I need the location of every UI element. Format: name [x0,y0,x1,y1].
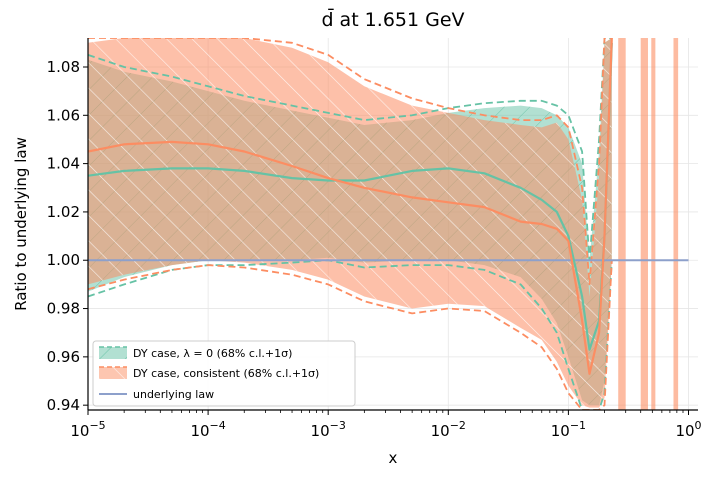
y-tick-label: 1.06 [47,106,80,124]
bands [88,38,679,410]
oscillation-band [640,38,648,410]
x-tick-label: 10−3 [311,419,346,440]
orange-lower-dashed [88,260,613,410]
orange-central-line [88,38,613,375]
x-tick-exponent: 0 [695,419,702,432]
green-central-line [88,42,613,351]
x-tick-label: 10−5 [70,419,105,440]
y-tick-label: 0.96 [47,348,80,366]
legend-label-orange: DY case, consistent (68% c.l.+1σ) [133,367,319,380]
legend-label-blue: underlying law [133,388,214,401]
x-tick-base: 10 [311,422,330,440]
x-tick-label: 10−1 [551,419,586,440]
x-tick-exponent: −1 [570,419,586,432]
x-tick-exponent: −2 [450,419,466,432]
y-tick-label: 1.04 [47,155,80,173]
green-upper-dashed [88,38,612,262]
oscillation-band [651,38,656,410]
legend-item-orange: DY case, consistent (68% c.l.+1σ) [99,366,319,380]
x-tick-base: 10 [551,422,570,440]
y-tick-label: 1.08 [47,58,80,76]
y-axis-label: Ratio to underlying law [12,137,30,311]
orange-upper-dashed [88,38,612,286]
y-tick-label: 0.98 [47,300,80,318]
legend-item-green: DY case, λ = 0 (68% c.l.+1σ) [99,346,292,360]
x-tick-label: 10−4 [190,419,225,440]
x-tick-base: 10 [675,422,694,440]
x-ticks: 10−5 10−4 10−3 10−2 10−1 100 [70,410,702,440]
oscillation-band [618,38,626,410]
x-tick-exponent: −3 [330,419,346,432]
band-orange-hatch [88,38,612,408]
y-tick-label: 1.02 [47,203,80,221]
lines [88,38,689,410]
x-axis-label: x [389,449,398,467]
y-ticks: 0.94 0.96 0.98 1.00 1.02 1.04 1.06 1.08 [47,58,88,414]
x-tick-base: 10 [431,422,450,440]
oscillation-band [673,38,679,410]
legend: DY case, λ = 0 (68% c.l.+1σ) DY case, co… [92,340,356,407]
y-tick-label: 0.94 [47,396,80,414]
x-tick-exponent: −5 [89,419,105,432]
y-tick-label: 1.00 [47,251,80,269]
legend-frame [92,340,356,407]
x-tick-exponent: −4 [210,419,226,432]
chart-title: d̄ at 1.651 GeV [321,7,464,31]
x-tick-base: 10 [70,422,89,440]
legend-label-green: DY case, λ = 0 (68% c.l.+1σ) [133,347,292,360]
x-tick-label: 100 [675,419,701,440]
legend-item-blue: underlying law [99,388,214,401]
x-tick-label: 10−2 [431,419,466,440]
x-tick-base: 10 [190,422,209,440]
